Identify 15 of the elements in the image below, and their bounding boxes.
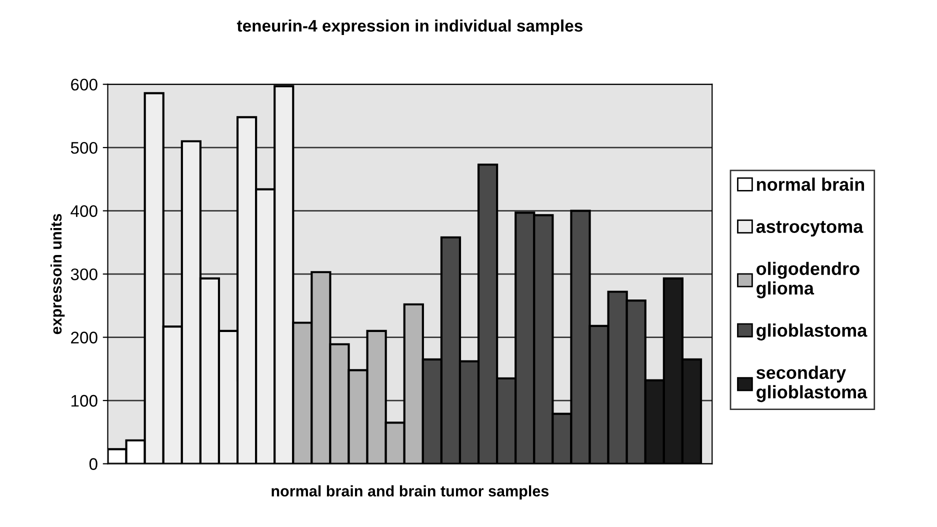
y-tick-label: 300: [70, 268, 98, 280]
y-tick-label: 200: [71, 332, 98, 344]
y-tick-label: 100: [72, 394, 98, 407]
legend-label: secondary glioblastoma: [756, 366, 868, 402]
y-tick-label: 0: [89, 458, 98, 470]
legend-label: glioblastoma: [756, 324, 868, 340]
legend-label: astrocytoma: [756, 221, 864, 237]
legend-label: normal brain: [756, 178, 864, 191]
y-axis-title: expressoin units: [50, 214, 65, 334]
legend-label: oligodendro glioma: [756, 262, 860, 298]
chart-title: teneurin-4 expression in individual samples: [236, 19, 582, 35]
x-axis-title: normal brain and brain tumor samples: [272, 485, 549, 500]
y-tick-label: 500: [70, 142, 98, 154]
y-tick-label: 600: [71, 78, 98, 91]
y-tick-label: 400: [70, 205, 98, 218]
